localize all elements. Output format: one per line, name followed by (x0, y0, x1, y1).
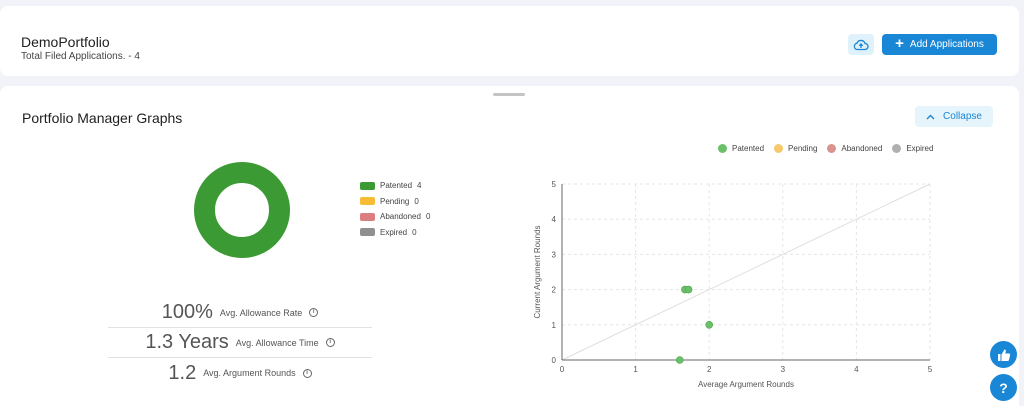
help-button[interactable]: ? (990, 374, 1017, 401)
portfolio-header-card: DemoPortfolio Total Filed Applications. … (0, 6, 1019, 76)
reference-line (561, 183, 931, 361)
data-point-patented (684, 285, 693, 294)
info-icon[interactable]: i (302, 368, 312, 378)
drag-handle[interactable] (493, 93, 525, 96)
scatter-legend: Patented Pending Abandoned Expired (718, 144, 933, 153)
x-tick-label: 1 (633, 365, 638, 374)
legend-count: 4 (417, 181, 422, 191)
filed-applications-count: Total Filed Applications. - 4 (21, 51, 140, 62)
legend-swatch (360, 181, 375, 190)
legend-label: Expired (380, 227, 408, 237)
legend-count: 0 (412, 227, 417, 237)
legend-label: Patented (732, 144, 765, 153)
data-point-patented (675, 356, 684, 364)
cloud-upload-icon (853, 39, 869, 50)
donut-slice-patented (194, 162, 290, 258)
scatter-legend-expired[interactable]: Expired (892, 144, 933, 153)
upload-button[interactable] (848, 34, 874, 55)
info-icon[interactable]: i (325, 338, 335, 347)
x-tick-label: 4 (854, 365, 859, 374)
portfolio-name: DemoPortfolio (21, 34, 110, 50)
legend-dot (827, 144, 837, 153)
legend-label: Abandoned (841, 144, 883, 153)
legend-swatch (360, 212, 375, 221)
y-tick-label: 4 (552, 215, 557, 224)
info-icon[interactable]: i (309, 308, 319, 317)
stat-allowance-rate: 100% Avg. Allowance Rate i (108, 298, 372, 328)
stat-allowance-time: 1.3 Years Avg. Allowance Time i (108, 328, 372, 358)
x-axis-label: Average Argument Rounds (698, 380, 794, 389)
status-donut-chart (194, 162, 290, 258)
y-tick-label: 3 (552, 250, 557, 259)
legend-count: 0 (425, 212, 431, 222)
legend-label: Patented (380, 181, 413, 191)
y-axis-label: Current Argument Rounds (533, 226, 542, 319)
legend-label: Pending (788, 144, 818, 153)
y-tick-label: 1 (552, 321, 557, 330)
legend-item-abandoned[interactable]: Abandoned 0 (360, 209, 430, 225)
legend-item-pending[interactable]: Pending 0 (360, 194, 430, 210)
x-tick-label: 2 (707, 365, 712, 374)
legend-dot (718, 144, 727, 153)
legend-item-expired[interactable]: Expired 0 (360, 225, 430, 241)
stat-value: 100% (161, 301, 213, 323)
donut-legend: Patented 4 Pending 0 Abandoned 0 Expired… (360, 178, 430, 240)
feedback-button[interactable] (990, 341, 1017, 368)
chevron-up-icon (926, 114, 935, 119)
x-tick-label: 3 (781, 365, 786, 374)
add-applications-button[interactable]: + Add Applications (882, 34, 997, 55)
stat-value: 1.3 Years (145, 331, 229, 353)
add-applications-label: Add Applications (909, 39, 984, 50)
x-tick-label: 5 (928, 365, 933, 374)
scatter-legend-abandoned[interactable]: Abandoned (827, 144, 882, 153)
legend-label: Pending (380, 196, 410, 206)
stat-label: Avg. Allowance Rate (219, 307, 303, 318)
y-tick-label: 0 (552, 356, 557, 365)
y-tick-label: 2 (552, 286, 557, 295)
collapse-button[interactable]: Collapse (915, 106, 993, 127)
legend-swatch (360, 228, 375, 237)
help-label: ? (999, 379, 1008, 396)
y-tick-label: 5 (552, 180, 557, 189)
section-title: Portfolio Manager Graphs (22, 110, 183, 126)
stat-argument-rounds: 1.2 Avg. Argument Rounds i (108, 358, 372, 388)
scatter-legend-patented[interactable]: Patented (718, 144, 764, 153)
portfolio-stats: 100% Avg. Allowance Rate i 1.3 Years Avg… (108, 298, 372, 388)
legend-dot (774, 144, 784, 153)
legend-count: 0 (414, 196, 419, 206)
stat-label: Avg. Argument Rounds (203, 368, 296, 378)
legend-dot (892, 144, 902, 153)
thumbs-up-icon (997, 349, 1010, 361)
legend-swatch (360, 197, 375, 206)
scatter-legend-pending[interactable]: Pending (774, 144, 817, 153)
legend-label: Expired (906, 144, 934, 153)
legend-item-patented[interactable]: Patented 4 (360, 178, 430, 194)
stat-value: 1.2 (168, 361, 197, 384)
legend-label: Abandoned (380, 212, 421, 222)
plus-icon: + (895, 35, 904, 52)
graphs-card: Portfolio Manager Graphs Collapse Patent… (0, 86, 1019, 406)
argument-rounds-scatter-chart: 0 1 2 3 4 5 0 1 2 3 4 5 Average Argument Rounds Curre… (533, 180, 933, 389)
collapse-label: Collapse (943, 111, 982, 122)
stat-label: Avg. Allowance Time (235, 337, 319, 348)
data-point-patented (705, 321, 713, 329)
x-tick-label: 0 (560, 365, 565, 374)
